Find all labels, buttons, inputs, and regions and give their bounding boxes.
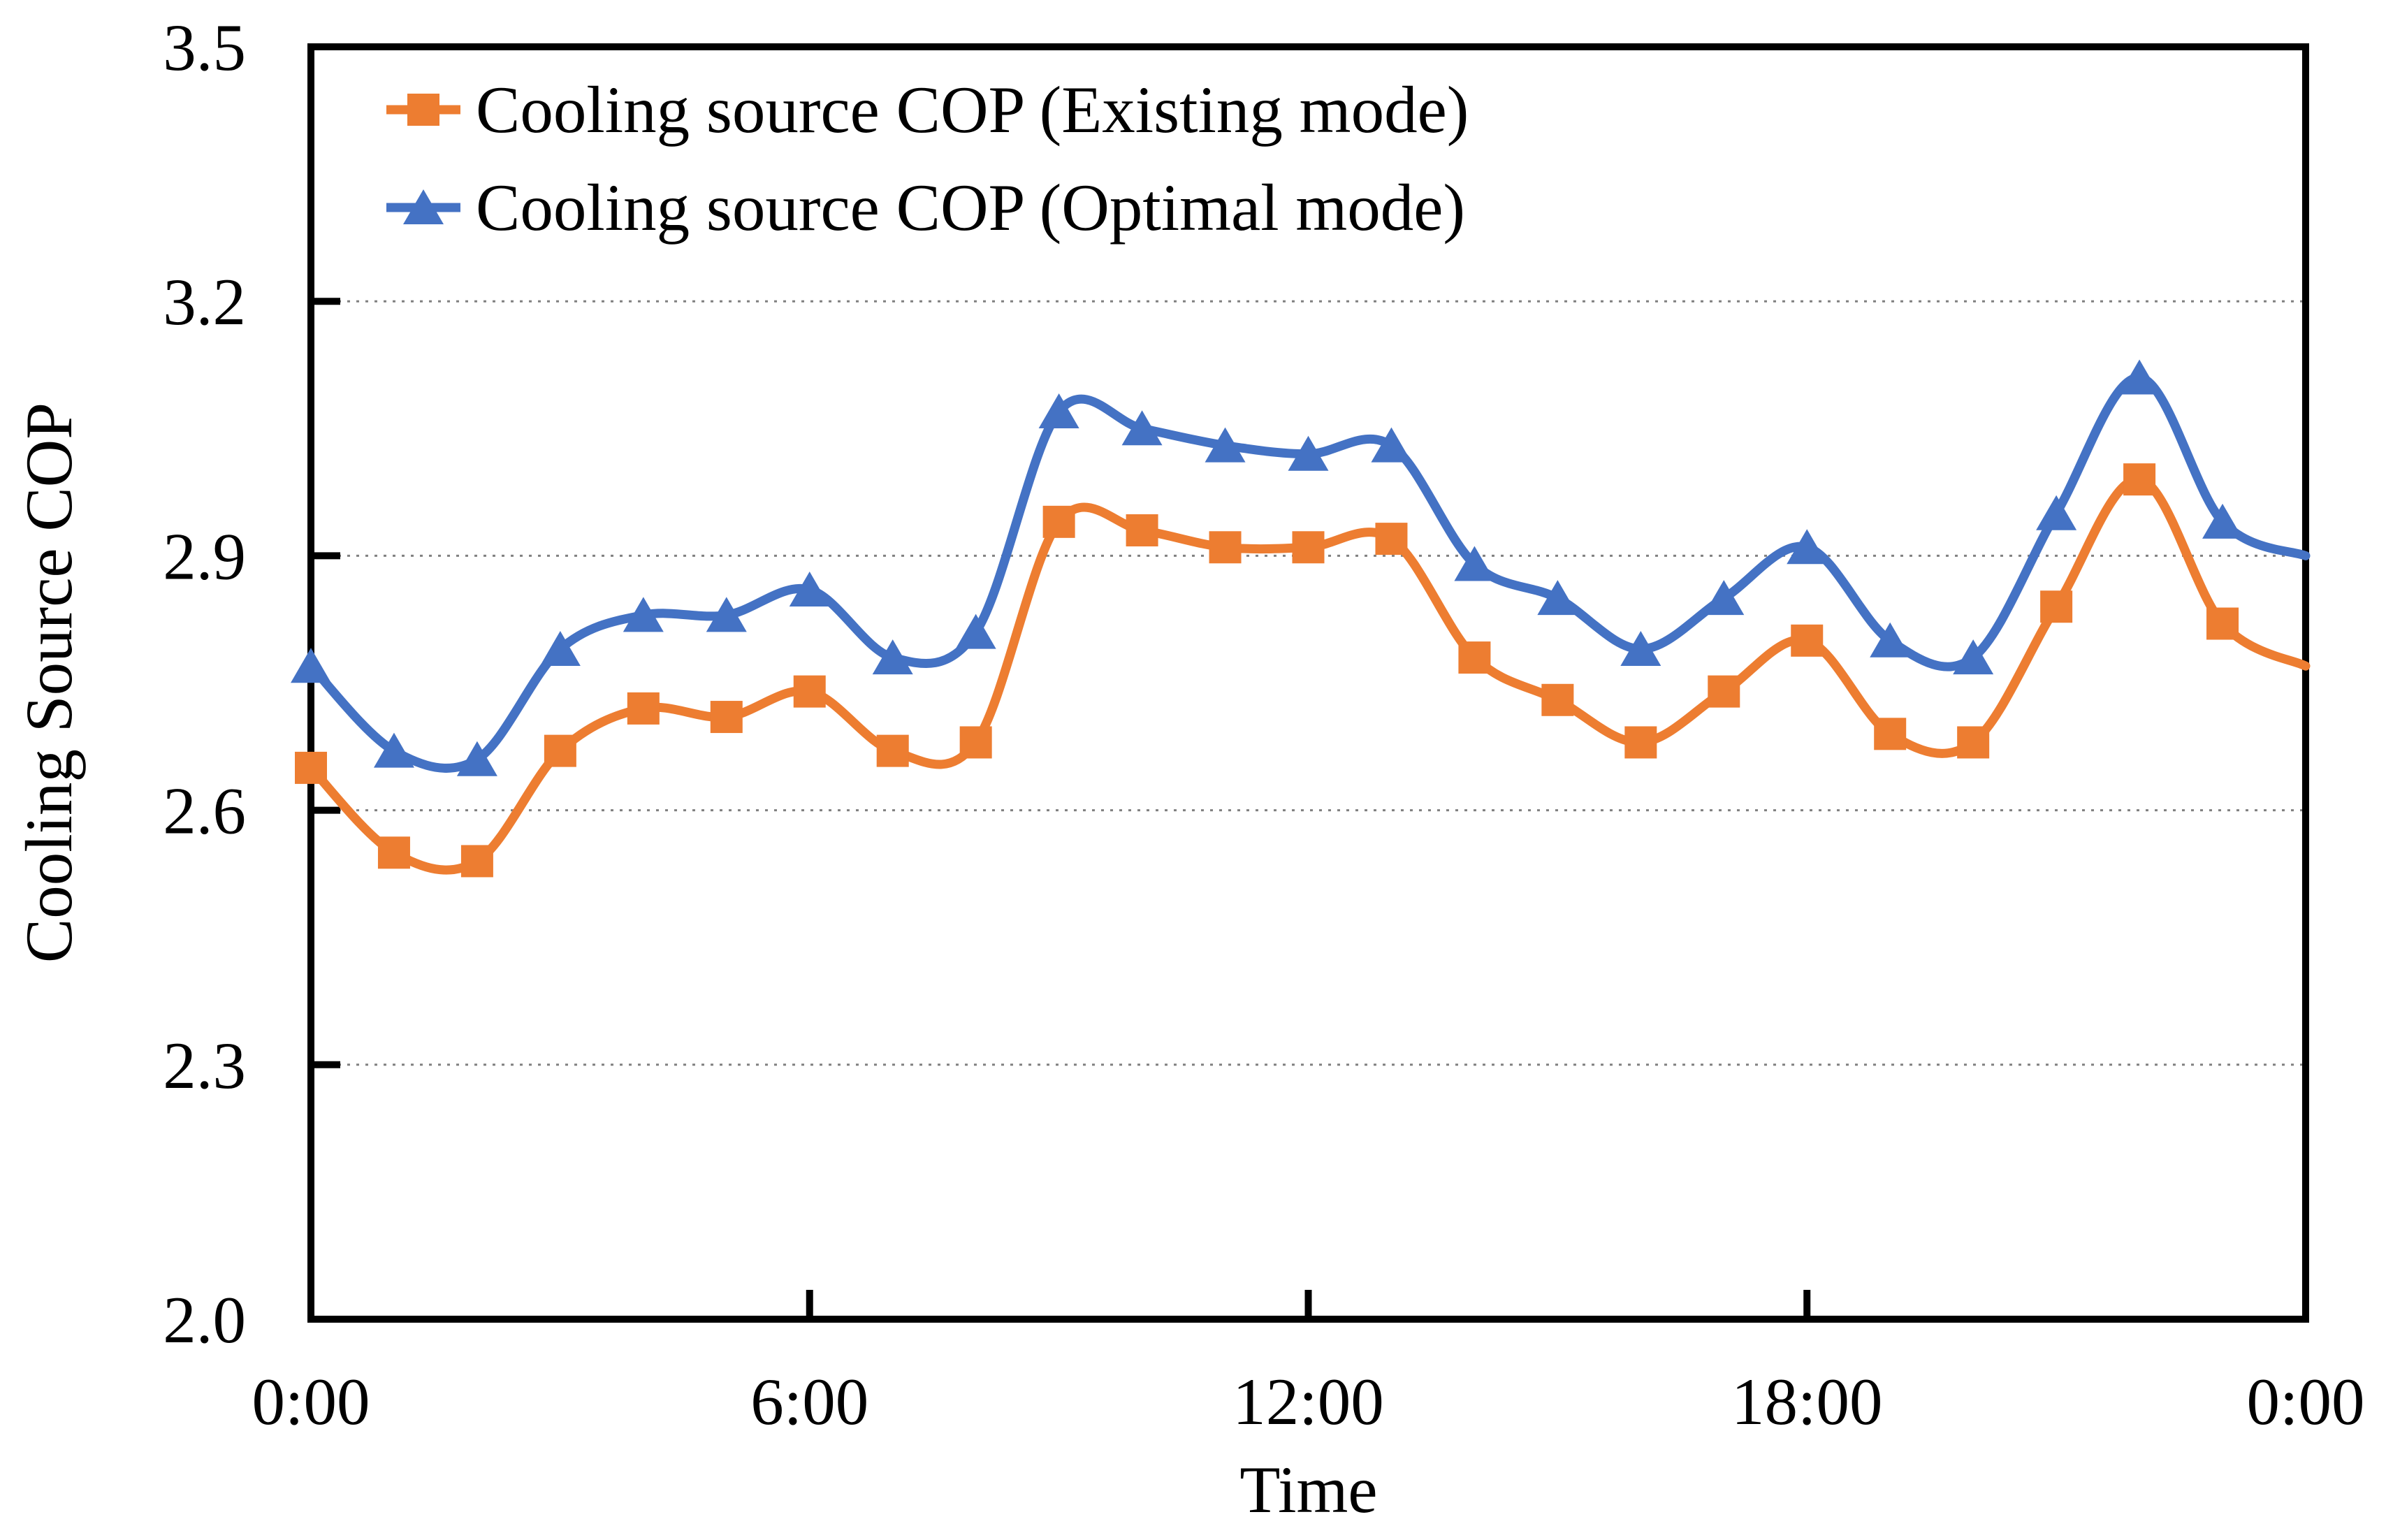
y-tick-label: 3.5	[163, 10, 246, 85]
data-point-marker	[1042, 505, 1075, 538]
data-point-marker	[1537, 580, 1578, 616]
data-point-marker	[1620, 630, 1661, 666]
data-point-marker	[706, 597, 747, 632]
data-point-marker	[460, 845, 493, 878]
y-tick-label: 2.3	[163, 1029, 246, 1103]
data-point-marker	[1126, 514, 1158, 546]
data-point-marker	[373, 732, 414, 768]
legend-sample-marker	[407, 94, 439, 126]
data-point-marker	[1371, 427, 1412, 463]
y-tick-label: 2.6	[163, 774, 246, 848]
data-point-marker	[623, 597, 664, 632]
data-point-marker	[1205, 427, 1246, 463]
data-point-marker	[2206, 607, 2239, 640]
data-point-marker	[1209, 531, 1242, 564]
data-point-marker	[377, 836, 410, 869]
legend-label-existing-mode: Cooling source COP (Existing mode)	[476, 73, 1469, 147]
data-point-marker	[1791, 624, 1824, 657]
legend-label-optimal-mode: Cooling source COP (Optimal mode)	[476, 170, 1466, 245]
data-point-marker	[1624, 726, 1657, 759]
data-point-marker	[539, 630, 581, 666]
data-point-marker	[1874, 718, 1907, 750]
x-tick-label: 12:00	[1232, 1365, 1383, 1439]
data-point-marker	[959, 726, 992, 759]
data-point-marker	[1375, 523, 1408, 555]
data-point-marker	[1703, 580, 1745, 616]
data-point-marker	[1121, 410, 1163, 446]
y-tick-label: 3.2	[163, 265, 246, 339]
data-point-marker	[1458, 641, 1491, 674]
legend-item-existing-mode: Cooling source COP (Existing mode)	[386, 61, 1469, 159]
data-point-marker	[872, 639, 913, 675]
y-tick-label: 2.9	[163, 519, 246, 593]
y-axis-title: Cooling Source COP	[12, 402, 86, 964]
data-point-marker	[1787, 529, 1828, 565]
x-tick-label: 6:00	[750, 1365, 868, 1439]
legend-marker-existing-icon	[386, 94, 460, 126]
data-point-marker	[2119, 359, 2160, 395]
data-point-marker	[1957, 726, 1990, 759]
legend-marker-optimal-icon	[386, 189, 460, 224]
data-point-marker	[1292, 531, 1325, 564]
data-point-marker	[295, 751, 327, 784]
legend-item-optimal-mode: Cooling source COP (Optimal mode)	[386, 159, 1469, 256]
data-point-marker	[1288, 435, 1329, 471]
x-tick-label: 18:00	[1731, 1365, 1882, 1439]
data-point-marker	[1953, 639, 1994, 675]
data-point-marker	[1541, 683, 1574, 716]
data-point-marker	[789, 571, 830, 606]
y-tick-label: 2.0	[163, 1283, 246, 1357]
data-point-marker	[1038, 393, 1079, 429]
data-point-marker	[2123, 463, 2156, 496]
data-point-marker	[1454, 546, 1495, 581]
data-point-marker	[2202, 503, 2243, 539]
data-point-marker	[627, 692, 660, 725]
data-point-marker	[2036, 495, 2077, 530]
x-axis-title: Time	[1239, 1453, 1378, 1527]
data-point-marker	[793, 675, 826, 708]
x-tick-label: 0:00	[252, 1365, 370, 1439]
data-point-marker	[955, 613, 996, 649]
data-point-marker	[1708, 675, 1740, 708]
data-point-marker	[710, 701, 743, 734]
legend-sample-marker	[403, 189, 444, 224]
data-point-marker	[876, 734, 909, 767]
data-point-marker	[456, 741, 497, 776]
legend: Cooling source COP (Existing mode) Cooli…	[386, 61, 1469, 256]
data-point-marker	[291, 648, 331, 683]
x-tick-label: 0:00	[2247, 1365, 2365, 1439]
data-point-marker	[544, 734, 576, 767]
data-point-marker	[1870, 622, 1911, 658]
data-point-marker	[2040, 590, 2073, 623]
